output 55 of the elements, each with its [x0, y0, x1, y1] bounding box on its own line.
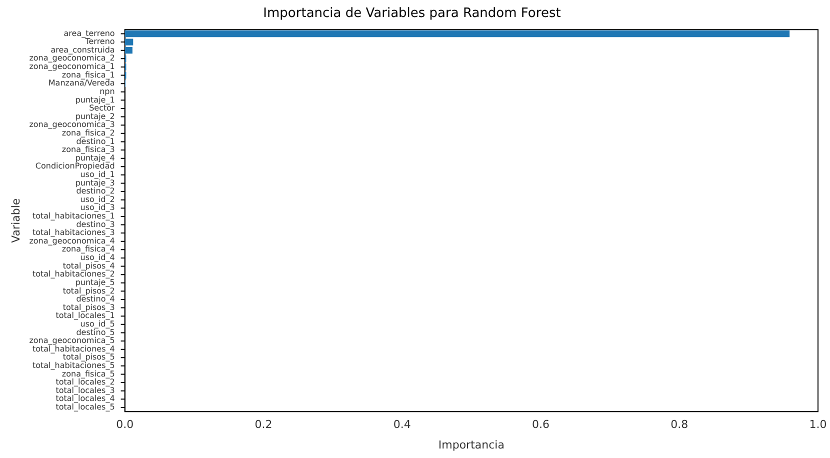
y-tick-label: zona_fisica_2 [62, 128, 115, 138]
y-tick-label: total_locales_5 [56, 402, 115, 412]
x-tick-label: 0.2 [254, 418, 272, 432]
y-tick-label: zona_geoconomica_1 [29, 62, 115, 72]
y-tick-label: Manzana/Vereda [48, 78, 115, 88]
chart-title: Importancia de Variables para Random Forest [263, 6, 561, 22]
y-tick-label: zona_geoconomica_3 [29, 120, 115, 130]
y-tick-label: Terreno [84, 37, 115, 46]
y-tick-label: puntaje_3 [75, 178, 115, 188]
y-tick-label: zona_fisica_1 [62, 70, 115, 80]
y-tick-label: puntaje_2 [75, 112, 115, 121]
y-tick-label: total_pisos_2 [62, 286, 115, 296]
y-tick-label: uso_id_3 [80, 203, 115, 212]
y-tick-label: npn [100, 86, 115, 96]
x-tick-label: 1.0 [809, 418, 827, 432]
y-tick-label: destino_3 [76, 220, 115, 229]
y-tick-label: total_pisos_5 [62, 352, 115, 362]
y-tick-label: destino_1 [76, 136, 115, 146]
y-tick-label: zona_fisica_4 [62, 244, 115, 254]
y-tick-label: CondicionPropiedad [35, 162, 115, 171]
x-tick-label: 0.6 [532, 418, 550, 432]
y-axis-title: Variable [9, 198, 22, 243]
y-tick-label: total_locales_4 [56, 394, 115, 404]
y-tick-label: area_construida [50, 45, 115, 54]
y-tick-label: total_habitaciones_2 [32, 270, 115, 279]
y-tick-label: zona_fisica_3 [62, 145, 115, 154]
y-tick-label: total_habitaciones_1 [32, 212, 115, 221]
y-tick-label: total_habitaciones_4 [32, 344, 115, 354]
y-tick-label: destino_5 [76, 328, 115, 337]
y-tick-label: Sector [89, 104, 116, 113]
y-tick-label: area_terreno [64, 28, 115, 38]
y-tick-label: total_pisos_4 [62, 261, 115, 270]
x-tick-label: 0.8 [670, 418, 688, 432]
x-tick-label: 0.4 [393, 418, 411, 432]
y-tick-label: total_locales_2 [56, 378, 115, 387]
y-tick-label: total_pisos_3 [62, 302, 115, 312]
y-tick-label: zona_geoconomica_4 [29, 236, 115, 246]
y-tick-label: puntaje_4 [75, 153, 115, 162]
x-tick-label: 0.0 [116, 418, 134, 432]
y-tick-label: uso_id_2 [80, 194, 115, 204]
y-tick-label: total_habitaciones_3 [32, 228, 115, 238]
y-tick-label: puntaje_5 [75, 278, 115, 287]
y-tick-label: zona_fisica_5 [62, 369, 115, 378]
y-tick-label: destino_2 [76, 186, 115, 196]
y-tick-label: uso_id_4 [80, 253, 115, 262]
y-tick-label: zona_geoconomica_2 [29, 54, 115, 63]
y-tick-label: zona_geoconomica_5 [29, 336, 115, 346]
y-tick-label: uso_id_1 [80, 170, 115, 180]
y-tick-label: total_locales_3 [56, 386, 115, 395]
x-axis-title: Importancia [438, 438, 504, 452]
y-tick-label: destino_4 [76, 294, 115, 304]
y-tick-label: total_locales_1 [56, 311, 115, 320]
y-tick-label: total_habitaciones_5 [32, 361, 115, 370]
y-tick-label: uso_id_5 [80, 319, 115, 328]
y-tick-label: puntaje_1 [75, 95, 115, 104]
